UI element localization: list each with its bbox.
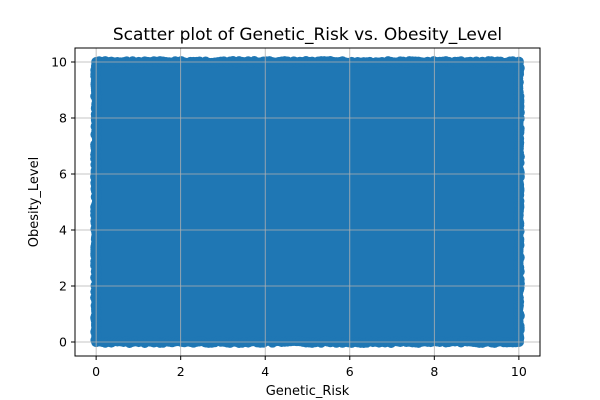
x-tick-label: 0 <box>92 364 100 379</box>
chart-title: Scatter plot of Genetic_Risk vs. Obesity… <box>113 25 502 45</box>
y-tick-label: 0 <box>59 335 67 350</box>
y-tick-label: 4 <box>59 223 67 238</box>
scatter-point-cloud <box>96 62 519 342</box>
x-tick-label: 10 <box>511 364 527 379</box>
x-tick-label: 2 <box>177 364 185 379</box>
x-tick-label: 8 <box>430 364 438 379</box>
y-axis-label: Obesity_Level <box>27 157 42 247</box>
plot-area: 0 2 4 6 8 10 0 2 4 6 8 10 <box>51 47 541 379</box>
x-axis-label: Genetic_Risk <box>266 384 350 399</box>
y-tick-label: 10 <box>51 55 67 70</box>
x-tick-label: 6 <box>346 364 354 379</box>
axes-frame <box>74 47 541 357</box>
y-tick-label: 8 <box>59 111 67 126</box>
x-tick-label: 4 <box>261 364 269 379</box>
y-tick-label: 2 <box>59 279 67 294</box>
y-tick-label: 6 <box>59 167 67 182</box>
